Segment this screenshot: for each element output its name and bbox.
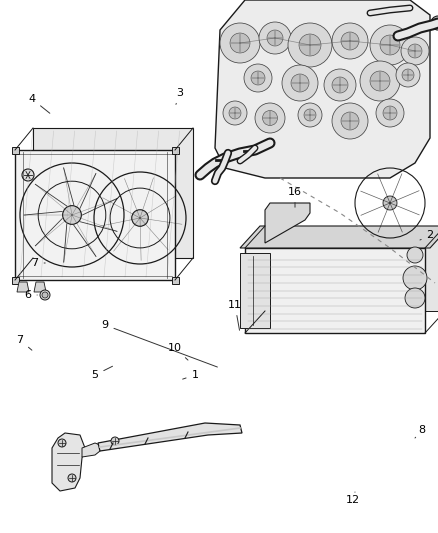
Circle shape	[259, 22, 291, 54]
FancyBboxPatch shape	[11, 277, 18, 284]
Circle shape	[223, 101, 247, 125]
FancyBboxPatch shape	[11, 147, 18, 154]
Circle shape	[288, 23, 332, 67]
Circle shape	[341, 32, 359, 50]
Circle shape	[282, 65, 318, 101]
Text: 9: 9	[102, 320, 217, 367]
Polygon shape	[245, 248, 425, 333]
Circle shape	[220, 23, 260, 63]
FancyBboxPatch shape	[240, 253, 270, 328]
FancyBboxPatch shape	[172, 147, 179, 154]
Circle shape	[383, 106, 397, 120]
Circle shape	[262, 110, 278, 125]
Text: 4: 4	[28, 94, 50, 114]
Circle shape	[370, 25, 410, 65]
Circle shape	[132, 209, 148, 227]
Circle shape	[360, 61, 400, 101]
Circle shape	[376, 99, 404, 127]
Text: 2: 2	[420, 230, 434, 240]
Circle shape	[407, 247, 423, 263]
Polygon shape	[52, 433, 85, 491]
Text: 16: 16	[288, 187, 302, 207]
Circle shape	[403, 266, 427, 290]
Text: 1: 1	[183, 370, 198, 380]
Circle shape	[402, 69, 414, 81]
Polygon shape	[240, 226, 438, 248]
Text: 11: 11	[228, 300, 242, 330]
Circle shape	[332, 77, 348, 93]
Circle shape	[324, 69, 356, 101]
Circle shape	[42, 292, 48, 298]
Circle shape	[396, 63, 420, 87]
FancyBboxPatch shape	[172, 277, 179, 284]
Polygon shape	[98, 423, 242, 451]
Circle shape	[22, 169, 34, 181]
Polygon shape	[34, 282, 46, 292]
Circle shape	[244, 64, 272, 92]
Circle shape	[68, 474, 76, 482]
Circle shape	[230, 33, 250, 53]
Circle shape	[431, 16, 438, 30]
Circle shape	[111, 437, 119, 445]
Circle shape	[291, 74, 309, 92]
Text: 6: 6	[25, 290, 37, 300]
Text: 10: 10	[168, 343, 188, 360]
Circle shape	[63, 206, 81, 224]
Circle shape	[299, 34, 321, 56]
Text: 5: 5	[92, 366, 113, 380]
Circle shape	[332, 23, 368, 59]
Circle shape	[255, 103, 285, 133]
Polygon shape	[265, 203, 310, 243]
Circle shape	[370, 71, 390, 91]
Circle shape	[304, 109, 316, 121]
Circle shape	[251, 71, 265, 85]
Polygon shape	[33, 128, 193, 258]
Polygon shape	[215, 0, 430, 178]
Circle shape	[405, 288, 425, 308]
Polygon shape	[15, 150, 175, 280]
Polygon shape	[82, 443, 100, 457]
Circle shape	[341, 112, 359, 130]
Text: 7: 7	[32, 258, 45, 268]
Circle shape	[267, 30, 283, 46]
Circle shape	[332, 103, 368, 139]
Circle shape	[40, 290, 50, 300]
Circle shape	[408, 44, 422, 58]
Circle shape	[298, 103, 322, 127]
Circle shape	[58, 439, 66, 447]
Text: 8: 8	[415, 425, 426, 438]
Text: 7: 7	[17, 335, 32, 350]
Circle shape	[229, 107, 241, 119]
Circle shape	[401, 37, 429, 65]
Circle shape	[380, 35, 400, 55]
Polygon shape	[17, 282, 29, 292]
Circle shape	[383, 196, 397, 210]
Polygon shape	[265, 226, 438, 311]
Text: 12: 12	[346, 492, 360, 505]
Text: 3: 3	[176, 88, 184, 104]
